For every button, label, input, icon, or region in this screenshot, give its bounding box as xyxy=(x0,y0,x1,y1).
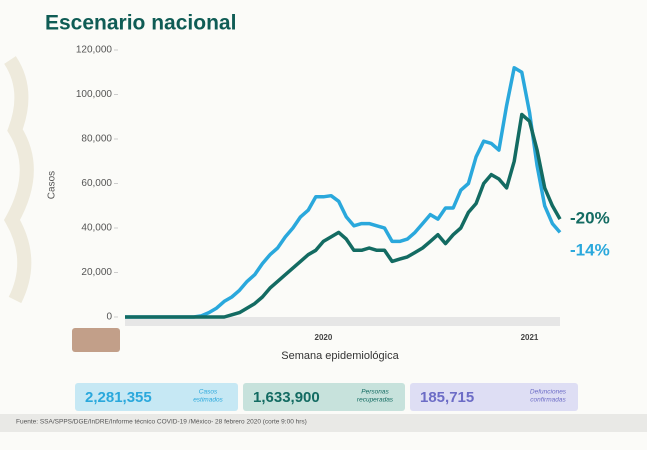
logo xyxy=(72,328,120,352)
stat-box xyxy=(243,383,405,411)
year-label: 2020 xyxy=(315,333,333,342)
stat-value: 1,633,900 xyxy=(253,389,320,406)
y-tick-label: 80,000 xyxy=(81,134,112,145)
stat-label: estimados xyxy=(193,397,223,404)
end-label: -14% xyxy=(570,240,610,259)
y-tick-label: 20,000 xyxy=(81,267,112,278)
stat-label: confirmadas xyxy=(530,397,566,404)
end-label: -20% xyxy=(570,208,610,227)
decoration xyxy=(3,56,34,304)
y-tick-label: 60,000 xyxy=(81,178,112,189)
y-tick-label: 40,000 xyxy=(81,223,112,234)
x-axis-title: Semana epidemiológica xyxy=(281,350,399,362)
stat-value: 2,281,355 xyxy=(85,389,152,406)
stat-box xyxy=(410,383,578,411)
title: Escenario nacional xyxy=(45,12,236,35)
footer-band xyxy=(0,414,647,432)
year-label: 2021 xyxy=(521,333,539,342)
stat-label: Casos xyxy=(199,389,218,396)
stat-box xyxy=(75,383,238,411)
x-axis-band xyxy=(125,317,560,326)
y-tick-label: 100,000 xyxy=(76,89,113,100)
y-tick-label: 0 xyxy=(106,312,112,323)
y-tick-label: 120,000 xyxy=(76,45,113,56)
stat-label: Defunciones xyxy=(530,389,567,396)
series-line xyxy=(125,112,562,319)
stat-value: 185,715 xyxy=(420,389,474,406)
y-axis-title: Casos xyxy=(47,171,58,199)
source: Fuente: SSA/SPPS/DGE/InDRE/Informe técni… xyxy=(16,419,307,426)
stat-label: recuperadas xyxy=(357,397,394,404)
stat-label: Personas xyxy=(361,389,389,396)
